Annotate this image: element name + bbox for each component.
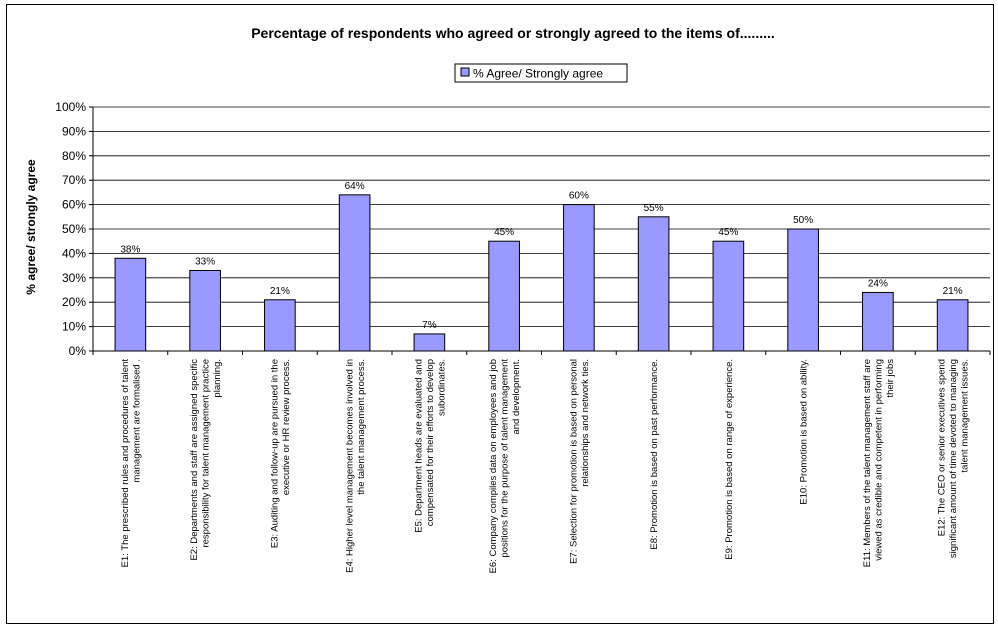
- legend: % Agree/ Strongly agree: [454, 63, 628, 83]
- y-tick-label: 40%: [62, 246, 86, 260]
- y-tick-label: 10%: [62, 320, 86, 334]
- category-label-line: executive or HR review process.: [281, 359, 292, 495]
- category-label-line: relationships and network ties.: [580, 359, 591, 487]
- category-label-line: E8: Promotion is based on past performan…: [649, 359, 660, 550]
- data-label: 55%: [644, 203, 664, 214]
- y-axis-label: % agree/ strongly agree: [24, 159, 38, 295]
- data-label: 24%: [868, 278, 888, 289]
- bar: [338, 194, 371, 352]
- category-label-line: E4: Higher level management becomes invo…: [344, 359, 355, 573]
- y-tick-label: 60%: [62, 198, 86, 212]
- bar: [787, 228, 819, 352]
- y-tick-label: 70%: [62, 173, 86, 187]
- bar: [563, 204, 595, 352]
- category-label-line: viewed as credible and competent in perf…: [873, 359, 884, 561]
- chart-title: Percentage of respondents who agreed or …: [251, 25, 775, 41]
- bar: [936, 299, 969, 352]
- legend-label: % Agree/ Strongly agree: [473, 67, 603, 81]
- category-label-line: E12: The CEO or senior executives spend: [937, 359, 948, 536]
- bar: [114, 257, 147, 352]
- bar: [189, 269, 221, 352]
- y-tick-label: 0%: [69, 344, 87, 358]
- data-label: 64%: [345, 181, 365, 192]
- bars: [114, 194, 969, 352]
- data-label: 60%: [569, 191, 589, 202]
- data-label: 33%: [195, 256, 215, 267]
- bar: [413, 333, 446, 352]
- bar: [264, 299, 296, 352]
- y-tick-label: 90%: [62, 124, 86, 138]
- category-label-line: E1: The prescribed rules and procedures …: [120, 359, 131, 568]
- data-label: 21%: [270, 286, 290, 297]
- category-label-line: E5: Department heads are evaluated and: [413, 359, 424, 533]
- data-label: 50%: [793, 215, 813, 226]
- category-label-line: E2: Departments and staff are assigned s…: [189, 359, 200, 561]
- chart-frame: Percentage of respondents who agreed or …: [6, 4, 994, 624]
- category-label-line: and development.: [511, 359, 522, 435]
- bar-chart: Percentage of respondents who agreed or …: [24, 25, 991, 574]
- category-label-line: E6: Company compiles data on employees a…: [488, 359, 499, 573]
- bar: [637, 216, 670, 352]
- category-label-line: E10: Promotion is based on ability.: [799, 359, 810, 505]
- data-labels: 38% 33% 21% 64% 7% 45% 60% 55% 45% 50% 24% 21%: [120, 181, 962, 331]
- axes: [89, 106, 991, 355]
- y-tick-labels: 0% 10% 20% 30% 40% 50% 60% 70% 80% 90% 100%: [55, 100, 86, 358]
- category-label-line: planning.: [212, 359, 223, 398]
- gridlines: [93, 106, 990, 328]
- y-tick-label: 50%: [62, 222, 86, 236]
- category-label-line: positions for the purpose of talent mana…: [500, 359, 511, 558]
- category-label-line: the talent management process.: [356, 359, 367, 495]
- category-label-line: E7: Selection for promotion is based on …: [569, 359, 580, 564]
- data-label: 38%: [120, 244, 140, 255]
- data-label: 45%: [718, 227, 738, 238]
- category-label-line: E9: Promotion is based on range of exper…: [724, 359, 735, 560]
- data-label: 45%: [494, 227, 514, 238]
- category-label-line: E3: Auditing and follow-up are pursued i…: [270, 359, 281, 548]
- category-labels: E1: The prescribed rules and procedures …: [120, 359, 971, 574]
- data-label: 21%: [943, 286, 963, 297]
- category-label-line: talent management issues.: [960, 359, 971, 473]
- bar: [712, 240, 745, 352]
- data-label: 7%: [422, 320, 437, 331]
- category-label-line: subordinates.: [436, 359, 447, 416]
- legend-swatch: [460, 67, 470, 77]
- bar: [488, 240, 520, 352]
- category-label-line: their jobs: [885, 359, 896, 398]
- y-tick-label: 20%: [62, 295, 86, 309]
- y-tick-label: 30%: [62, 271, 86, 285]
- category-label-line: management are formalised .: [132, 359, 143, 483]
- y-tick-label: 80%: [62, 149, 86, 163]
- category-label-line: E11: Members of the talent management st…: [862, 359, 873, 567]
- category-label-line: compensated for their efforts to develop: [425, 359, 436, 526]
- bar: [862, 291, 894, 352]
- category-label-line: significant amount of time devoted to ma…: [948, 359, 959, 558]
- category-label-line: responsibility for talent management pra…: [201, 359, 212, 548]
- y-tick-label: 100%: [55, 100, 86, 114]
- legend-box: [454, 63, 628, 83]
